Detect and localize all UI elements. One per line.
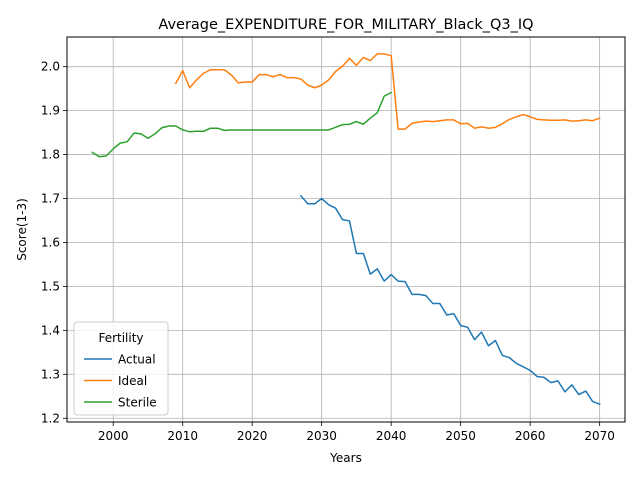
series-layer — [91, 53, 601, 406]
legend-label-ideal: Ideal — [118, 374, 147, 388]
y-tick-label: 1.4 — [41, 323, 60, 337]
x-tick-label: 2030 — [306, 429, 337, 443]
series-line-ideal — [174, 53, 601, 130]
y-tick-label: 1.6 — [41, 235, 60, 249]
grid — [67, 37, 625, 422]
x-tick-label: 2070 — [584, 429, 615, 443]
plot-frame — [66, 36, 626, 423]
x-tick-label: 2010 — [167, 429, 198, 443]
x-tick-label: 2040 — [376, 429, 407, 443]
y-tick-label: 1.5 — [41, 279, 60, 293]
y-tick-label: 1.9 — [41, 104, 60, 118]
x-tick-label: 2000 — [98, 429, 129, 443]
y-tick-label: 2.0 — [41, 60, 60, 74]
legend-label-sterile: Sterile — [118, 396, 157, 410]
ticks: 2000 2010 2020 2030 2040 2050 2060 2070 1.2 1.3 1.… — [41, 60, 615, 443]
legend-box — [73, 321, 169, 416]
legend-label-actual: Actual — [118, 353, 156, 367]
y-tick-label: 1.3 — [41, 367, 60, 381]
series-line-sterile — [91, 91, 393, 158]
chart-title: Average_EXPENDITURE_FOR_MILITARY_Black_Q… — [158, 17, 533, 33]
x-tick-label: 2020 — [237, 429, 268, 443]
legend: Fertility Actual Ideal Sterile — [73, 321, 169, 416]
y-tick-label: 1.7 — [41, 192, 60, 206]
x-tick-label: 2050 — [445, 429, 476, 443]
y-tick-label: 1.8 — [41, 148, 60, 162]
legend-title: Fertility — [98, 331, 143, 345]
x-tick-label: 2060 — [515, 429, 546, 443]
series-line-actual — [299, 194, 601, 406]
y-tick-label: 1.2 — [41, 411, 60, 425]
y-axis-title: Score(1-3) — [15, 198, 29, 261]
x-axis-title: Years — [329, 451, 362, 465]
